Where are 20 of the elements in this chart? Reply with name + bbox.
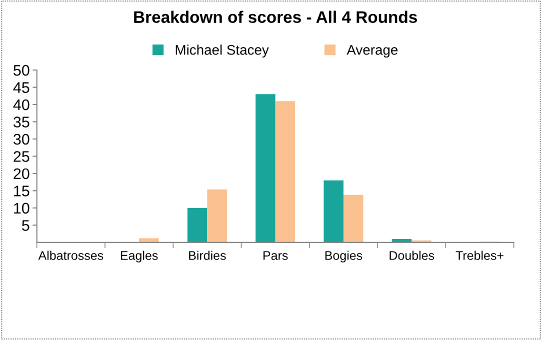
y-tick-label: 35 — [14, 116, 30, 128]
x-tick-label: Pars — [264, 251, 288, 260]
y-tick-label: 50 — [14, 64, 30, 76]
y-tick-label: 40 — [13, 99, 30, 110]
y-tick-label: 10 — [14, 202, 30, 214]
x-tick-label: Birdies — [189, 250, 226, 260]
x-tick-label: Trebles+ — [456, 250, 504, 260]
x-tick-label: Albatrosses — [38, 250, 104, 260]
y-tick-label: 15 — [14, 186, 30, 196]
y-tick-label: 25 — [14, 151, 30, 162]
y-tick-label: 30 — [14, 134, 30, 145]
x-tick-label: Doubles — [390, 250, 434, 260]
x-tick-label: Eagles — [120, 250, 158, 262]
y-tick-label: 5 — [22, 220, 30, 231]
legend-label: Average — [346, 45, 398, 58]
legend-label: Michael Stacey — [176, 44, 269, 58]
y-tick-label: 45 — [13, 82, 30, 93]
chart-title: Breakdown of scores - All 4 Rounds — [134, 10, 417, 23]
y-tick-label: 20 — [14, 168, 30, 180]
x-tick-label: Bogies — [325, 250, 362, 262]
